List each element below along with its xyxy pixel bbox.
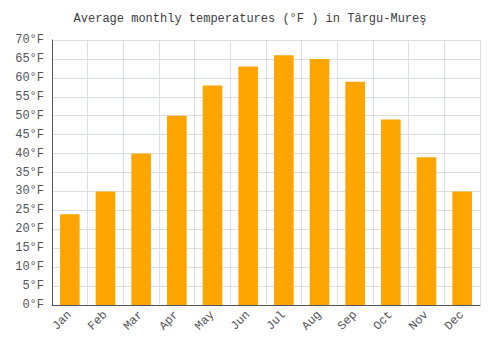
svg-text:Oct: Oct bbox=[371, 308, 396, 333]
svg-text:Sep: Sep bbox=[335, 308, 360, 333]
svg-text:65°F: 65°F bbox=[15, 52, 44, 66]
svg-text:10°F: 10°F bbox=[15, 260, 44, 274]
svg-text:Nov: Nov bbox=[406, 308, 431, 333]
svg-text:25°F: 25°F bbox=[15, 203, 44, 217]
svg-text:55°F: 55°F bbox=[15, 90, 44, 104]
svg-text:Jul: Jul bbox=[264, 308, 289, 333]
svg-text:Aug: Aug bbox=[299, 308, 324, 333]
svg-text:15°F: 15°F bbox=[15, 241, 44, 255]
svg-text:0°F: 0°F bbox=[22, 298, 44, 312]
svg-text:Feb: Feb bbox=[85, 308, 110, 333]
svg-text:May: May bbox=[192, 308, 217, 333]
svg-text:20°F: 20°F bbox=[15, 222, 44, 236]
svg-text:40°F: 40°F bbox=[15, 147, 44, 161]
svg-text:Jan: Jan bbox=[50, 308, 75, 333]
svg-text:50°F: 50°F bbox=[15, 109, 44, 123]
svg-text:Jun: Jun bbox=[228, 308, 253, 333]
svg-text:Apr: Apr bbox=[157, 308, 182, 333]
svg-text:Mar: Mar bbox=[121, 308, 146, 333]
svg-text:5°F: 5°F bbox=[22, 279, 44, 293]
svg-text:30°F: 30°F bbox=[15, 184, 44, 198]
svg-text:60°F: 60°F bbox=[15, 71, 44, 85]
svg-text:Dec: Dec bbox=[442, 308, 467, 333]
svg-text:70°F: 70°F bbox=[15, 33, 44, 47]
svg-text:Average monthly temperatures (: Average monthly temperatures (°F ) in Tâ… bbox=[74, 12, 427, 26]
svg-text:45°F: 45°F bbox=[15, 128, 44, 142]
svg-text:35°F: 35°F bbox=[15, 166, 44, 180]
